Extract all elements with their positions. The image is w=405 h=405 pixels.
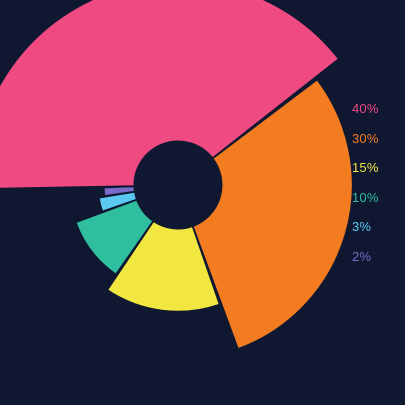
legend-item-15: 15% [352,160,379,175]
legend-item-10: 10% [352,189,379,205]
donut-hole [134,141,222,229]
legend-item-3: 3% [352,219,372,234]
legend-item-30: 30% [352,130,379,146]
legend-item-2: 2% [352,248,372,264]
legend: 40% 30% 15% 10% 3% 2% [352,100,379,277]
legend-item-40: 40% [352,101,379,116]
